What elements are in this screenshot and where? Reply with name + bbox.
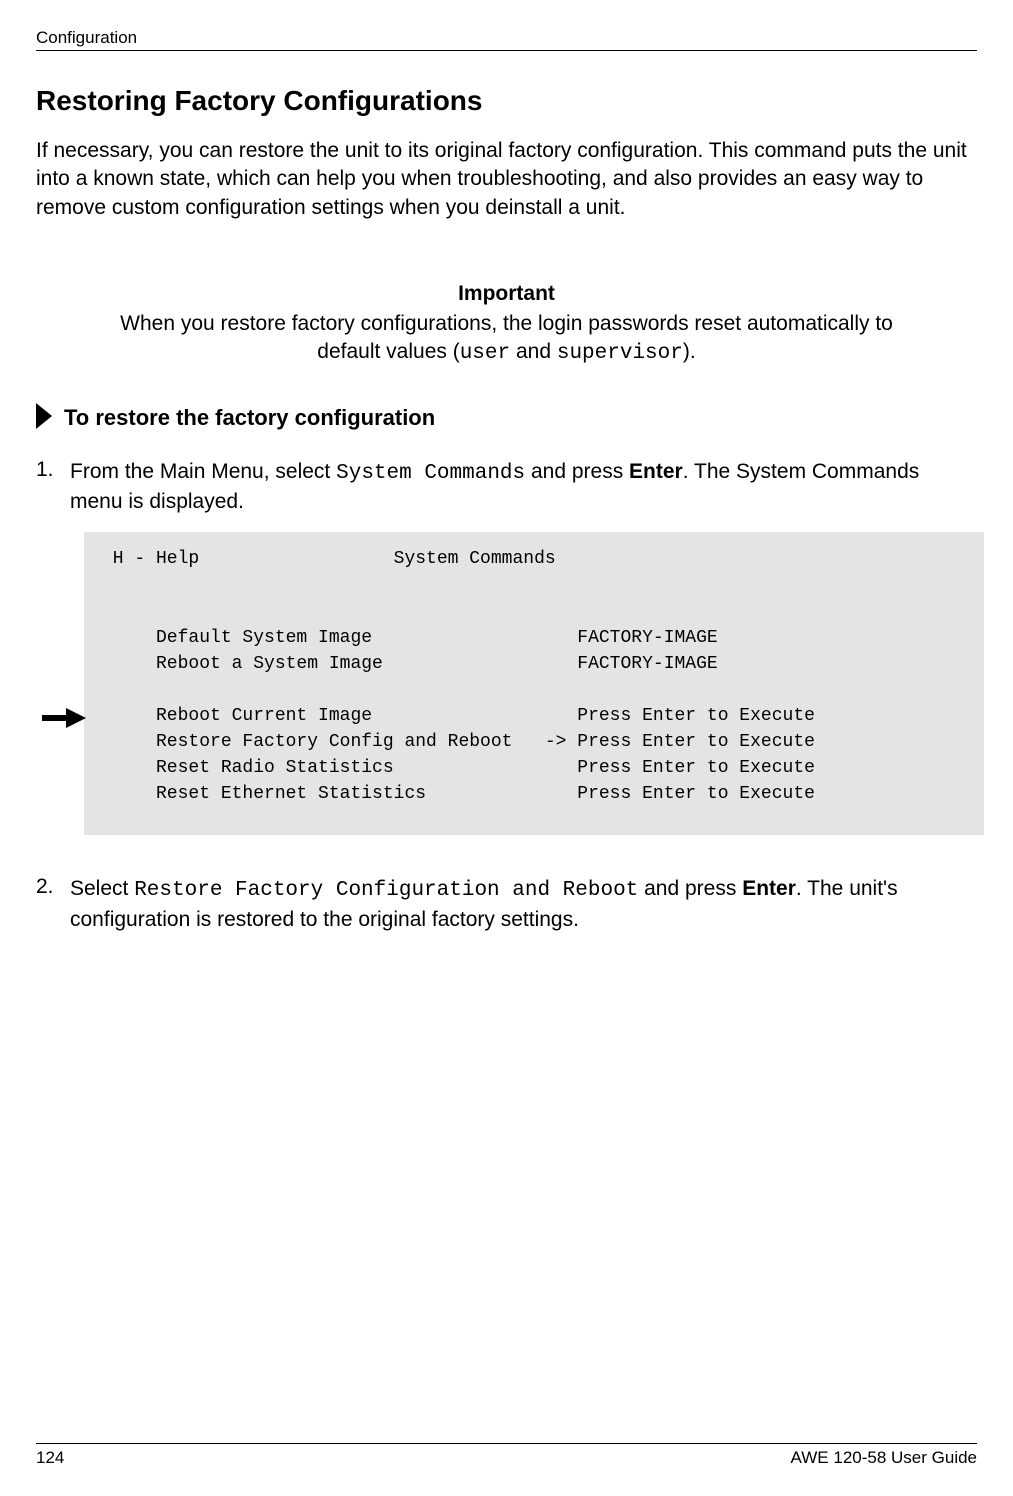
step-1-bold: Enter <box>629 460 683 483</box>
important-body: When you restore factory configurations,… <box>97 310 917 369</box>
step-2-code: Restore Factory Configuration and Reboot <box>134 879 638 902</box>
step-1-body: From the Main Menu, select System Comman… <box>70 458 977 517</box>
important-code-supervisor: supervisor <box>557 342 683 365</box>
procedure-heading: To restore the factory configuration <box>64 405 435 431</box>
step-1-pre: From the Main Menu, select <box>70 460 336 483</box>
step-2-body: Select Restore Factory Configuration and… <box>70 875 977 934</box>
step-2-bold: Enter <box>742 877 796 900</box>
important-code-user: user <box>460 342 510 365</box>
step-1-number: 1. <box>36 458 70 517</box>
footer: 124 AWE 120-58 User Guide <box>36 1443 977 1468</box>
page-number: 124 <box>36 1448 64 1468</box>
step-2-number: 2. <box>36 875 70 934</box>
footer-rule <box>36 1443 977 1444</box>
step-1-code: System Commands <box>336 462 525 485</box>
step-1: 1. From the Main Menu, select System Com… <box>36 458 977 517</box>
step-2-mid: and press <box>638 877 742 900</box>
section-intro: If necessary, you can restore the unit t… <box>36 137 977 222</box>
terminal-pointer-arrow-icon <box>42 708 86 733</box>
section-title: Restoring Factory Configurations <box>36 85 977 117</box>
important-block: Important When you restore factory confi… <box>97 282 917 369</box>
terminal-output: H - Help System Commands Default System … <box>84 532 984 835</box>
important-text-mid: and <box>510 340 557 363</box>
step-2-pre: Select <box>70 877 134 900</box>
running-head: Configuration <box>36 28 977 50</box>
guide-title: AWE 120-58 User Guide <box>791 1448 977 1468</box>
important-text-post: ). <box>683 340 696 363</box>
procedure-heading-row: To restore the factory configuration <box>36 403 977 434</box>
important-label: Important <box>97 282 917 306</box>
step-1-mid: and press <box>525 460 629 483</box>
step-2: 2. Select Restore Factory Configuration … <box>36 875 977 934</box>
procedure-arrow-icon <box>34 403 54 434</box>
terminal-wrap: H - Help System Commands Default System … <box>84 532 977 835</box>
header-rule <box>36 50 977 51</box>
